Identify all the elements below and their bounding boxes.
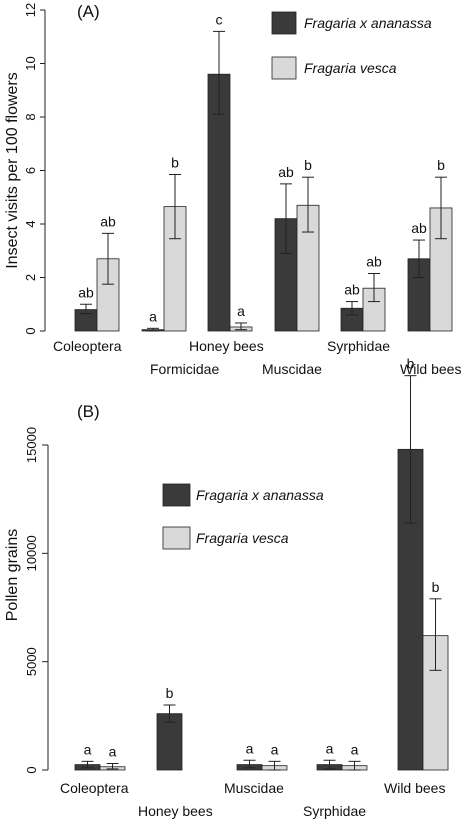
category-label: Wild bees [384,780,445,796]
category-label: Formicidae [150,361,219,377]
category-label: Honey bees [189,338,264,354]
legend-label: Fragaria x ananassa [304,15,432,31]
y-tick-label: 15000 [24,427,39,463]
legend-swatch [271,56,297,80]
legend-swatch [162,483,191,507]
y-tick-label: 12 [23,3,38,17]
category-label: Syrphidae [327,338,390,354]
significance-letter: ab [411,220,427,236]
y-tick-label: 5000 [24,647,39,676]
chart-panel-1: 0 2 4 6 8 10 12 Insect visits per 100 flowers (A… [4,2,461,377]
y-tick-label: 2 [23,274,38,281]
significance-letter: b [171,155,179,171]
significance-letter: b [304,157,312,173]
y-axis-label: Insect visits per 100 flowers [4,72,21,269]
y-tick-label: 4 [23,220,38,227]
significance-letter: ab [100,213,116,229]
y-tick-label: 0 [24,766,39,773]
significance-letter: ab [366,253,382,269]
category-label: Coleoptera [53,338,122,354]
legend-label: Fragaria vesca [196,530,289,546]
y-tick-label: 8 [23,113,38,120]
y-axis-label: Pollen grains [4,529,21,622]
significance-letter: b [437,157,445,173]
y-tick-label: 6 [23,167,38,174]
significance-letter: ab [278,164,294,180]
significance-letter: a [351,741,359,757]
significance-letter: ab [344,282,360,298]
bar-ananassa-honey-bees [156,713,183,771]
category-label: Syrphidae [303,803,366,819]
legend-swatch [271,11,297,35]
category-label: Muscidae [262,361,322,377]
significance-letter: a [271,741,279,757]
significance-letter: a [237,303,245,319]
category-label: Coleoptera [60,780,129,796]
panel-label: (B) [77,402,100,421]
significance-letter: b [432,579,440,595]
category-label: Wild bees [400,361,461,377]
significance-letter: a [246,740,254,756]
significance-letter: a [109,744,117,760]
legend-label: Fragaria vesca [304,60,397,76]
y-tick-label: 0 [23,327,38,334]
panel-label: (A) [77,2,100,21]
significance-letter: a [84,741,92,757]
significance-letter: b [166,685,174,701]
category-label: Muscidae [224,780,284,796]
significance-letter: a [326,740,334,756]
significance-letter: c [216,11,223,27]
category-label: Honey bees [138,803,213,819]
legend-swatch [162,526,191,550]
legend-label: Fragaria x ananassa [196,487,324,503]
significance-letter: ab [78,284,94,300]
y-tick-label: 10 [23,56,38,70]
significance-letter: b [407,356,415,372]
chart-panel-2: 0 5000 10000 15000 Pollen grains (B) a a Coleopt… [4,356,449,819]
y-tick-label: 10000 [24,535,39,571]
significance-letter: a [149,308,157,324]
